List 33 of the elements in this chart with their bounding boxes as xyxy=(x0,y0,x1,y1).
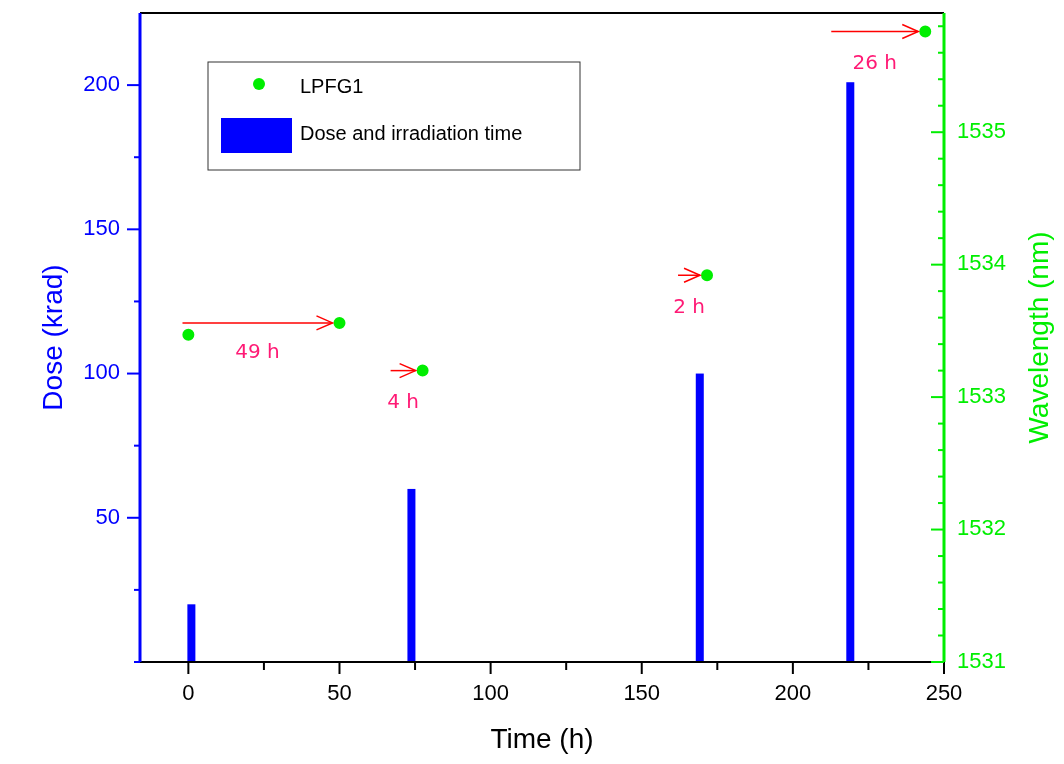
y-tick-label: 50 xyxy=(95,503,120,529)
y2-tick-label: 1534 xyxy=(957,250,1006,276)
x-tick-label: 50 xyxy=(327,680,352,705)
point xyxy=(919,25,932,38)
y-tick-label: 200 xyxy=(83,70,120,96)
point xyxy=(182,328,195,341)
y-tick-label: 150 xyxy=(83,215,120,241)
y2-tick-label: 1535 xyxy=(957,118,1006,144)
bar xyxy=(695,373,704,662)
y2-tick-label: 1533 xyxy=(957,382,1006,408)
bar xyxy=(407,488,416,662)
x-tick-label: 150 xyxy=(623,680,661,705)
annotation: 2 h xyxy=(673,293,705,318)
y2-axis-title: Wavelength (nm) xyxy=(1023,231,1054,444)
x-tick-label: 250 xyxy=(925,680,963,705)
y-axis-title: Dose (krad) xyxy=(37,264,68,411)
legend-label: Dose and irradiation time xyxy=(300,122,523,145)
point xyxy=(416,364,429,377)
annotation: 26 h xyxy=(852,50,897,75)
legend-label: LPFG1 xyxy=(300,75,364,98)
point xyxy=(701,269,714,282)
point xyxy=(333,316,346,329)
bar xyxy=(846,82,855,662)
y2-tick-label: 1531 xyxy=(957,647,1006,673)
x-tick-label: 200 xyxy=(774,680,812,705)
y2-tick-label: 1532 xyxy=(957,515,1006,541)
x-axis-title: Time (h) xyxy=(490,723,594,754)
x-tick-label: 100 xyxy=(472,680,509,705)
y-tick-label: 100 xyxy=(83,359,120,385)
annotation: 49 h xyxy=(235,339,280,364)
x-tick-label: 0 xyxy=(182,680,195,705)
bar xyxy=(187,604,196,662)
annotation: 4 h xyxy=(387,389,419,414)
